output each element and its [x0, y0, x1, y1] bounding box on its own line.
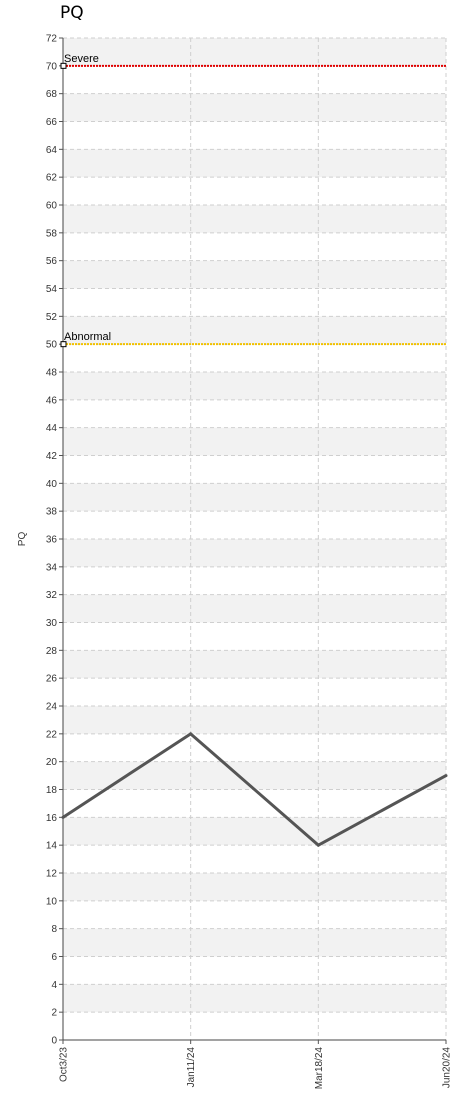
y-tick-label: 20: [46, 757, 58, 768]
background-band: [63, 706, 446, 734]
y-tick-label: 38: [46, 507, 58, 518]
y-tick-label: 68: [46, 89, 58, 100]
y-tick-label: 70: [46, 61, 58, 72]
x-axis-ticks: Oct3/23 Jan11/24 Mar18/24 Jun20/24: [59, 1040, 453, 1089]
threshold-label: Severe: [64, 53, 99, 65]
background-band: [63, 372, 446, 400]
y-tick-label: 48: [46, 368, 58, 379]
y-tick-label: 52: [46, 312, 58, 323]
background-band: [63, 984, 446, 1013]
data-point: [189, 732, 193, 736]
threshold-lines: Severe Abnormal: [60, 53, 446, 348]
background-band: [63, 260, 446, 289]
y-tick-label: 36: [46, 535, 58, 546]
y-tick-label: 24: [46, 702, 58, 713]
y-axis-label: PQ: [17, 532, 28, 547]
threshold-label: Abnormal: [64, 331, 111, 343]
y-tick-label: 66: [46, 117, 58, 128]
background-bands: [63, 38, 446, 1013]
y-tick-label: 34: [46, 562, 58, 573]
y-tick-label: 0: [51, 1036, 57, 1047]
x-tick-label: Jun20/24: [442, 1047, 453, 1089]
chart-title: PQ: [60, 3, 84, 23]
y-tick-label: 16: [46, 813, 58, 824]
series-line: [62, 731, 447, 847]
y-tick-label: 18: [46, 785, 58, 796]
y-tick-label: 8: [51, 924, 57, 935]
background-band: [63, 205, 446, 233]
y-axis-ticks: 0246810121416182022242628303234363840424…: [46, 34, 63, 1047]
background-band: [63, 149, 446, 178]
x-tick-label: Oct3/23: [59, 1047, 70, 1082]
y-tick-label: 44: [46, 423, 58, 434]
x-tick-label: Jan11/24: [186, 1047, 197, 1088]
background-band: [63, 93, 446, 122]
y-tick-label: 50: [46, 340, 58, 351]
y-tick-label: 10: [46, 896, 58, 907]
y-tick-label: 12: [46, 869, 58, 880]
data-series: [61, 731, 448, 847]
y-tick-label: 6: [51, 952, 57, 963]
background-band: [63, 873, 446, 901]
threshold-marker: [60, 341, 67, 348]
data-point: [61, 815, 65, 819]
y-tick-label: 4: [51, 980, 57, 991]
background-band: [63, 483, 446, 512]
y-tick-label: 2: [51, 1008, 57, 1019]
y-tick-label: 60: [46, 201, 58, 212]
threshold-marker: [60, 62, 67, 69]
background-band: [63, 427, 446, 456]
x-tick-label: Mar18/24: [314, 1047, 325, 1090]
background-band: [63, 594, 446, 623]
y-tick-label: 72: [46, 34, 58, 45]
background-band: [63, 316, 446, 345]
y-tick-label: 64: [46, 145, 58, 156]
y-tick-label: 40: [46, 479, 58, 490]
y-tick-label: 14: [46, 841, 58, 852]
background-band: [63, 650, 446, 679]
y-tick-label: 56: [46, 256, 58, 267]
background-band: [63, 539, 446, 567]
y-tick-label: 28: [46, 646, 58, 657]
y-tick-label: 26: [46, 674, 58, 685]
y-tick-label: 30: [46, 618, 58, 629]
background-band: [63, 38, 446, 66]
horizontal-gridlines: [63, 37, 446, 1013]
y-tick-label: 22: [46, 729, 58, 740]
background-band: [63, 817, 446, 846]
data-point: [316, 843, 320, 847]
y-tick-label: 58: [46, 228, 58, 239]
data-point: [444, 774, 448, 778]
y-tick-label: 62: [46, 173, 58, 184]
background-band: [63, 761, 446, 790]
y-tick-label: 42: [46, 451, 58, 462]
vertical-gridlines: [190, 38, 447, 1040]
background-band: [63, 928, 446, 957]
y-tick-label: 46: [46, 395, 58, 406]
y-tick-label: 54: [46, 284, 58, 295]
y-tick-label: 32: [46, 590, 58, 601]
